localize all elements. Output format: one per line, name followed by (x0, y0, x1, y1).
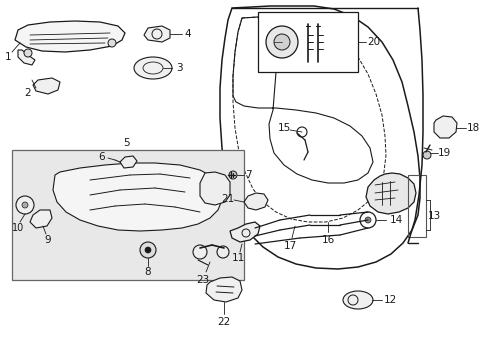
Circle shape (217, 246, 228, 258)
Text: 2: 2 (24, 88, 31, 98)
Circle shape (145, 247, 151, 253)
Polygon shape (200, 172, 229, 205)
Text: 23: 23 (196, 275, 209, 285)
Text: 21: 21 (221, 194, 234, 204)
Circle shape (24, 49, 32, 57)
Text: 1: 1 (5, 52, 11, 62)
Circle shape (265, 26, 297, 58)
Text: 8: 8 (144, 267, 151, 277)
Text: 17: 17 (283, 241, 296, 251)
Text: 18: 18 (466, 123, 479, 133)
Text: 14: 14 (388, 215, 402, 225)
Text: 22: 22 (217, 317, 230, 327)
Circle shape (108, 39, 116, 47)
Text: 19: 19 (436, 148, 450, 158)
Ellipse shape (134, 57, 172, 79)
Text: 11: 11 (231, 253, 244, 263)
Polygon shape (33, 78, 60, 94)
Polygon shape (53, 163, 222, 231)
Text: 6: 6 (99, 152, 105, 162)
Polygon shape (433, 116, 456, 138)
Polygon shape (15, 21, 125, 52)
Circle shape (16, 196, 34, 214)
Text: 5: 5 (123, 138, 130, 148)
Circle shape (273, 34, 289, 50)
Text: 15: 15 (277, 123, 290, 133)
Circle shape (22, 202, 28, 208)
Bar (407, 175, 425, 237)
Text: 12: 12 (383, 295, 396, 305)
Text: 10: 10 (12, 223, 24, 233)
Circle shape (364, 217, 370, 223)
Text: 13: 13 (427, 211, 440, 221)
Text: 16: 16 (321, 235, 334, 245)
Polygon shape (18, 50, 35, 65)
Ellipse shape (342, 291, 372, 309)
Polygon shape (244, 193, 267, 210)
Circle shape (422, 151, 430, 159)
Text: 20: 20 (366, 37, 380, 47)
Polygon shape (365, 173, 415, 214)
Polygon shape (229, 222, 260, 242)
Text: 4: 4 (184, 29, 191, 39)
Polygon shape (30, 210, 52, 228)
Circle shape (228, 171, 237, 179)
Circle shape (140, 242, 156, 258)
Text: 3: 3 (175, 63, 182, 73)
Polygon shape (120, 156, 137, 168)
Polygon shape (205, 277, 242, 302)
Polygon shape (143, 26, 170, 42)
Bar (258, 12, 357, 72)
Text: 7: 7 (244, 170, 251, 180)
Circle shape (193, 245, 206, 259)
Bar (12, 150, 244, 280)
Text: 9: 9 (44, 235, 51, 245)
